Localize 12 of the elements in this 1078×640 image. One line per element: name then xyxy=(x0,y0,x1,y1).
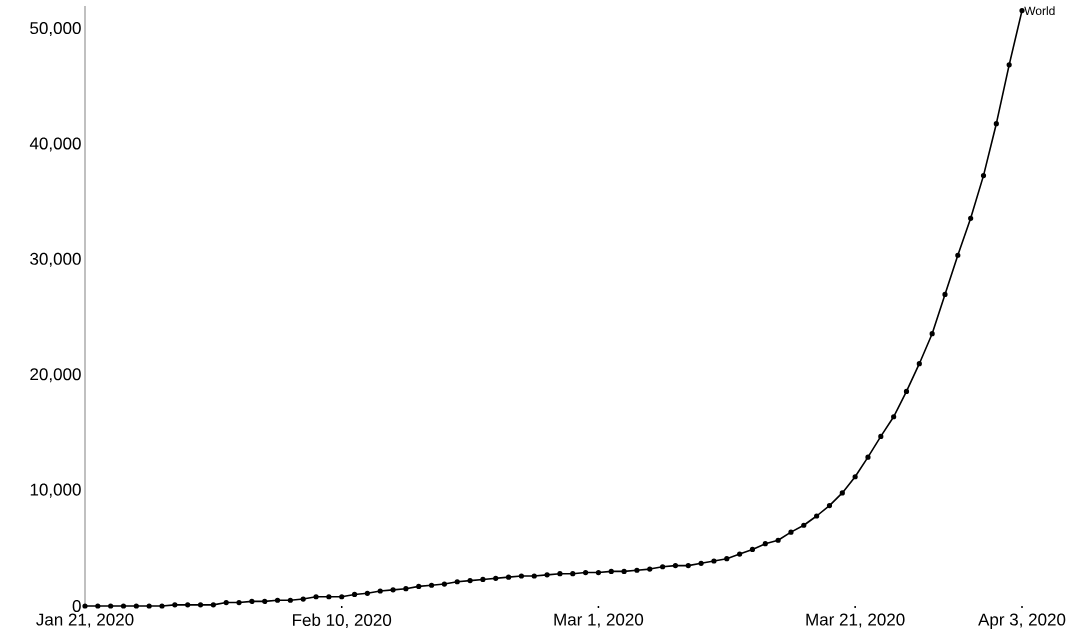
y-tick-label: 40,000 xyxy=(29,137,81,152)
x-tick-label: Mar 1, 2020 xyxy=(554,613,644,628)
x-tick-label: Apr 3, 2020 xyxy=(978,613,1066,629)
y-tick-label: 0 xyxy=(72,599,81,613)
y-tick-label: 50,000 xyxy=(30,22,81,37)
x-tick-label: Jan 21, 2020 xyxy=(36,613,134,628)
series-label: World xyxy=(1024,6,1055,16)
y-tick-label: 20,000 xyxy=(30,368,81,383)
x-tick-label: Feb 10, 2020 xyxy=(293,613,392,629)
x-tick-label: Mar 21, 2020 xyxy=(806,613,905,628)
y-tick-label: 10,000 xyxy=(30,483,81,498)
y-tick-label: 30,000 xyxy=(30,252,81,267)
